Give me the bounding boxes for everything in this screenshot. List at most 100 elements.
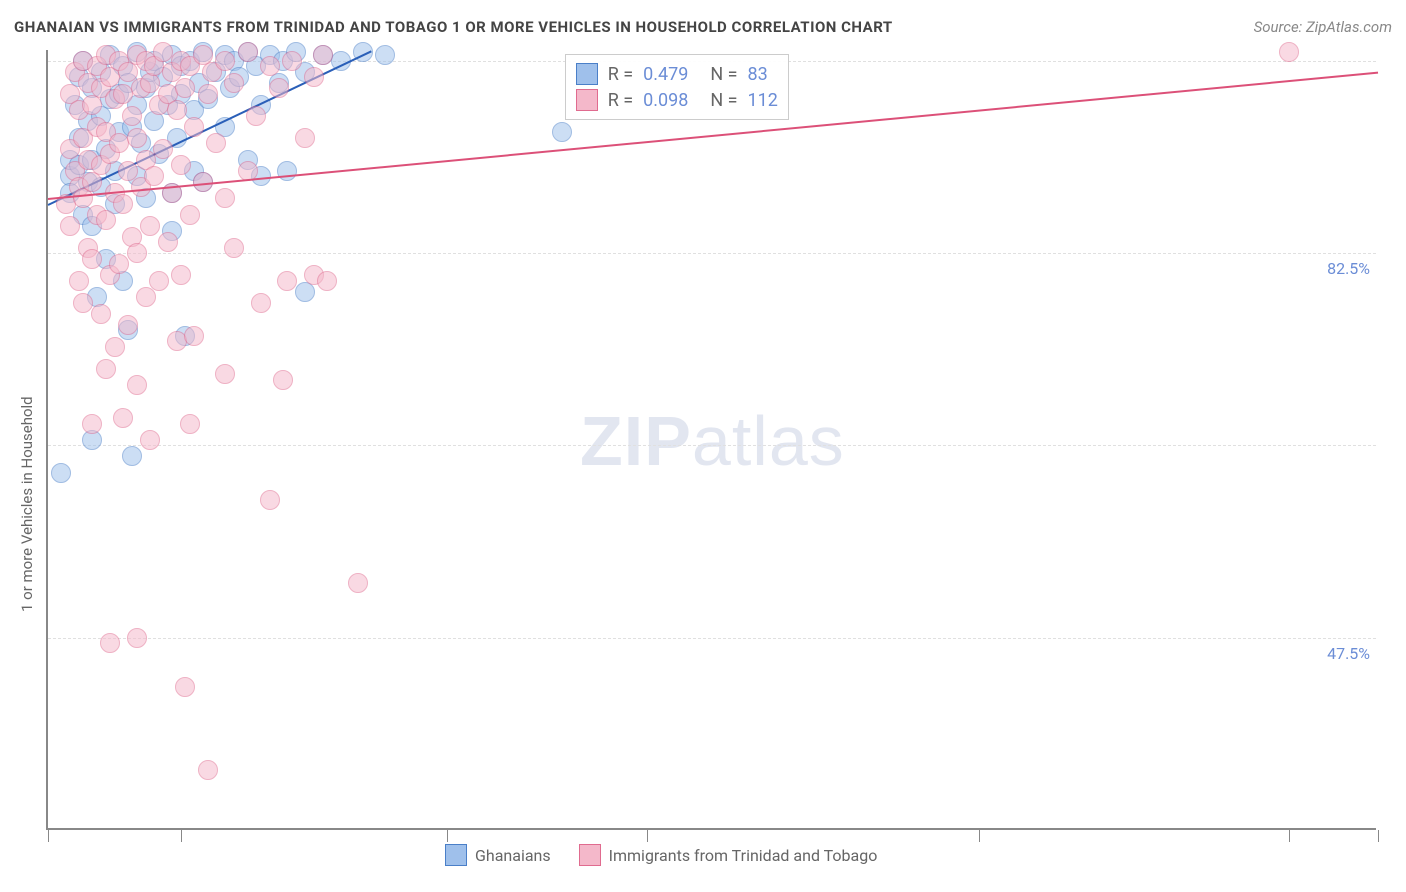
data-point	[109, 254, 129, 274]
source-label: Source: ZipAtlas.com	[1254, 18, 1392, 36]
data-point	[158, 232, 178, 252]
data-point	[246, 106, 266, 126]
r-value: 0.479	[643, 64, 688, 85]
data-point	[136, 287, 156, 307]
data-point	[251, 293, 271, 313]
n-value: 112	[748, 90, 778, 111]
x-tick	[647, 830, 648, 842]
data-point	[215, 51, 235, 71]
n-label: N =	[710, 90, 737, 111]
data-point	[140, 430, 160, 450]
series-legend: Ghanaians Immigrants from Trinidad and To…	[445, 844, 877, 866]
data-point	[238, 42, 258, 62]
y-axis-label: 1 or more Vehicles in Household	[18, 396, 36, 612]
data-point	[122, 106, 142, 126]
data-point	[260, 490, 280, 510]
data-point	[100, 633, 120, 653]
data-point	[260, 56, 280, 76]
data-point	[180, 205, 200, 225]
y-tick-label: 47.5%	[1327, 644, 1370, 663]
data-point	[144, 166, 164, 186]
n-value: 83	[748, 64, 768, 85]
legend-swatch	[576, 89, 598, 111]
data-point	[127, 128, 147, 148]
x-tick	[1378, 830, 1379, 842]
data-point	[122, 446, 142, 466]
legend-swatch	[445, 844, 467, 866]
data-point	[206, 133, 226, 153]
r-label: R =	[608, 64, 633, 85]
legend-label: Immigrants from Trinidad and Tobago	[609, 846, 878, 865]
data-point	[175, 78, 195, 98]
y-tick-label: 82.5%	[1327, 259, 1370, 278]
data-point	[273, 370, 293, 390]
data-point	[215, 188, 235, 208]
legend-label: Ghanaians	[475, 846, 551, 865]
data-point	[304, 67, 324, 87]
data-point	[1279, 42, 1299, 62]
correlation-chart: GHANAIAN VS IMMIGRANTS FROM TRINIDAD AND…	[0, 0, 1406, 892]
data-point	[105, 337, 125, 357]
legend-swatch	[576, 63, 598, 85]
data-point	[82, 249, 102, 269]
data-point	[277, 271, 297, 291]
data-point	[51, 463, 71, 483]
r-value: 0.098	[643, 90, 688, 111]
data-point	[91, 304, 111, 324]
data-point	[127, 375, 147, 395]
data-point	[171, 265, 191, 285]
data-point	[282, 51, 302, 71]
data-point	[113, 194, 133, 214]
x-tick	[1289, 830, 1290, 842]
data-point	[375, 45, 395, 65]
data-point	[113, 408, 133, 428]
data-point	[96, 359, 116, 379]
data-point	[313, 45, 333, 65]
data-point	[295, 128, 315, 148]
legend-item: Ghanaians	[445, 844, 551, 866]
data-point	[224, 73, 244, 93]
stats-row: R = 0.098 N = 112	[576, 87, 778, 113]
stats-row: R = 0.479 N = 83	[576, 61, 778, 87]
data-point	[82, 414, 102, 434]
data-point	[167, 100, 187, 120]
data-point	[127, 243, 147, 263]
watermark-zip: ZIP	[580, 402, 692, 480]
r-label: R =	[608, 90, 633, 111]
data-point	[269, 78, 289, 98]
chart-header: GHANAIAN VS IMMIGRANTS FROM TRINIDAD AND…	[14, 18, 1392, 36]
data-point	[180, 414, 200, 434]
correlation-stats-box: R = 0.479 N = 83 R = 0.098 N = 112	[565, 54, 789, 120]
x-tick	[48, 830, 49, 842]
x-tick	[447, 830, 448, 842]
watermark-atlas: atlas	[692, 402, 845, 480]
data-point	[184, 326, 204, 346]
gridline	[48, 445, 1376, 446]
data-point	[149, 271, 169, 291]
legend-swatch	[579, 844, 601, 866]
data-point	[215, 364, 235, 384]
data-point	[118, 315, 138, 335]
data-point	[175, 677, 195, 697]
data-point	[60, 216, 80, 236]
data-point	[198, 760, 218, 780]
x-tick	[181, 830, 182, 842]
data-point	[69, 271, 89, 291]
data-point	[317, 271, 337, 291]
data-point	[127, 628, 147, 648]
data-point	[96, 210, 116, 230]
data-point	[171, 155, 191, 175]
data-point	[184, 117, 204, 137]
gridline	[48, 253, 1376, 254]
data-point	[73, 293, 93, 313]
n-label: N =	[710, 64, 737, 85]
data-point	[552, 122, 572, 142]
data-point	[224, 238, 244, 258]
watermark: ZIPatlas	[580, 401, 845, 481]
data-point	[348, 573, 368, 593]
plot-area: ZIPatlas 47.5% 82.5%	[46, 50, 1376, 830]
data-point	[198, 84, 218, 104]
x-tick	[979, 830, 980, 842]
data-point	[153, 139, 173, 159]
chart-title: GHANAIAN VS IMMIGRANTS FROM TRINIDAD AND…	[14, 18, 893, 36]
